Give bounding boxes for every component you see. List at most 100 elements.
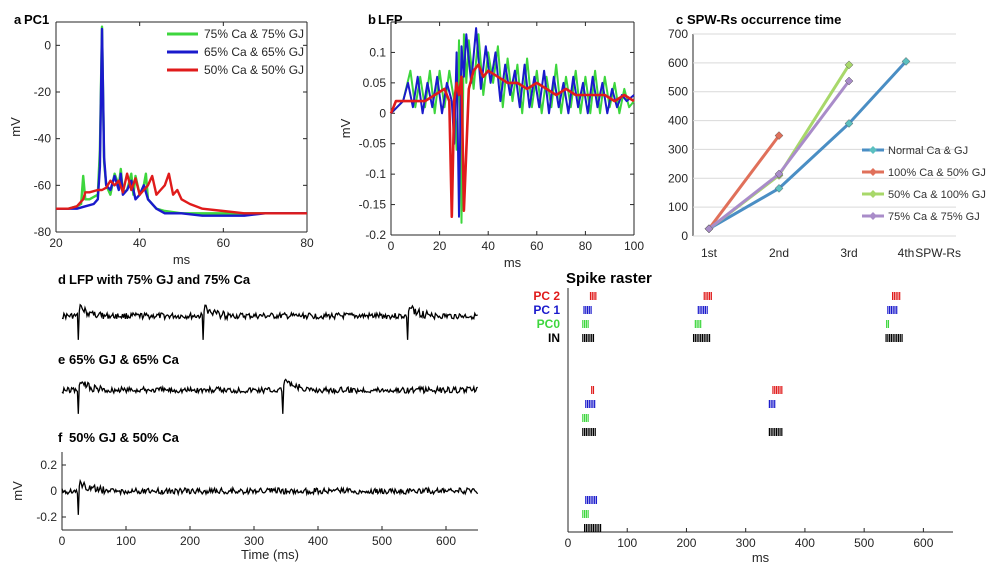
series-marker <box>901 57 911 66</box>
legend-label: 75% Ca & 75% GJ <box>204 27 304 41</box>
x-tick-label: 2nd <box>769 246 789 260</box>
x-tick-label: 0 <box>59 534 66 548</box>
y-tick-label: 0.1 <box>369 45 386 59</box>
x-tick-label: 200 <box>180 534 200 548</box>
x-tick-label: 300 <box>736 536 756 550</box>
x-tick-label: 3rd <box>840 246 857 260</box>
lfp-trace-f <box>61 478 479 515</box>
legend-marker <box>869 146 877 154</box>
legend-marker <box>869 190 877 198</box>
raster-title: Spike raster <box>566 270 652 287</box>
x-tick-label: 0 <box>565 536 572 550</box>
x-tick-label: 500 <box>854 536 874 550</box>
panel-c-title: SPW-Rs occurrence time <box>687 12 841 27</box>
x-axis-label: ms <box>173 252 191 267</box>
panel-b-letter: b <box>368 12 376 27</box>
series-marker <box>844 119 854 128</box>
series-marker <box>774 131 784 140</box>
y-axis-label: mV <box>10 481 25 501</box>
y-tick-label: -0.2 <box>36 510 57 524</box>
panel-f: f 50% GJ & 50% Ca 0 100 200 300 400 500 600 0.2… <box>10 430 479 562</box>
panel-f-letter: f <box>58 430 63 445</box>
x-tick-label: 200 <box>676 536 696 550</box>
x-tick-label: 60 <box>217 236 231 250</box>
legend-label: Normal Ca & GJ <box>888 145 968 157</box>
panel-e: e 65% GJ & 65% Ca <box>58 352 479 414</box>
y-tick-label: -40 <box>34 132 52 146</box>
y-tick-label: -80 <box>34 225 52 239</box>
x-axis-label: Time (ms) <box>241 547 299 562</box>
series-marker <box>704 224 714 234</box>
y-tick-label: 200 <box>668 171 688 185</box>
x-tick-label: 20 <box>433 239 447 253</box>
x-tick-label: 400 <box>795 536 815 550</box>
y-tick-label: -0.1 <box>365 167 386 181</box>
series-line <box>56 27 307 217</box>
panel-b-title: LFP <box>378 12 403 27</box>
x-tick-label: 4th <box>898 246 915 260</box>
y-tick-label: 400 <box>668 114 688 128</box>
raster-row-label: IN <box>548 331 560 345</box>
y-tick-label: 0.2 <box>40 458 57 472</box>
x-tick-label: 500 <box>372 534 392 548</box>
x-tick-label: 600 <box>913 536 933 550</box>
legend-label: 50% Ca & 50% GJ <box>204 63 304 77</box>
y-tick-label: 0 <box>50 484 57 498</box>
panel-b: b LFP 0 20 40 60 80 100 0.1 0.05 0 -0.05 -0.1 -0.15… <box>338 12 644 270</box>
lfp-trace-e <box>61 378 479 414</box>
panel-c: c SPW-Rs occurrence time 0 100 200 300 400 50… <box>668 12 986 260</box>
panel-a-letter: a <box>14 12 22 27</box>
legend-label: 75% Ca & 75% GJ <box>888 211 980 223</box>
series-marker <box>774 184 784 193</box>
y-tick-label: 0 <box>681 229 688 243</box>
panel-a: a PC1 20 40 60 80 0 -20 -40 -60 -80 ms mV 75% Ca &… <box>8 12 314 267</box>
x-tick-label: 40 <box>482 239 496 253</box>
x-tick-label: 40 <box>133 236 147 250</box>
raster-row-label: PC0 <box>537 317 561 331</box>
series-line <box>708 60 908 231</box>
y-tick-label: 700 <box>668 27 688 41</box>
series-line <box>390 27 635 218</box>
y-tick-label: -0.05 <box>359 137 387 151</box>
series-line <box>389 63 635 218</box>
x-tick-label: 100 <box>617 536 637 550</box>
series-line <box>56 172 307 215</box>
y-tick-label: -0.2 <box>365 228 386 242</box>
y-tick-label: -60 <box>34 178 52 192</box>
x-tick-label: 1st <box>701 246 718 260</box>
series-line <box>708 80 851 230</box>
panel-d: d LFP with 75% GJ and 75% Ca <box>58 272 478 340</box>
y-axis-label: mV <box>338 118 353 138</box>
panel-e-title: 65% GJ & 65% Ca <box>69 352 180 367</box>
y-tick-label: -0.15 <box>359 198 387 212</box>
x-tick-label: 400 <box>308 534 328 548</box>
y-tick-label: 0 <box>379 106 386 120</box>
series-marker <box>844 60 854 70</box>
y-tick-label: 0.05 <box>363 76 387 90</box>
x-tick-label: 80 <box>300 236 314 250</box>
series-marker <box>844 76 854 86</box>
series-marker <box>774 169 784 179</box>
x-tick-label: SPW-Rs <box>915 246 961 260</box>
raster-row-label: PC 2 <box>533 289 560 303</box>
y-axis-label: mV <box>8 117 23 137</box>
y-tick-label: 500 <box>668 85 688 99</box>
x-tick-label: 100 <box>624 239 644 253</box>
lfp-trace-d <box>61 303 478 340</box>
x-tick-label: 600 <box>436 534 456 548</box>
raster-row-label: PC 1 <box>533 303 560 317</box>
y-tick-label: 300 <box>668 142 688 156</box>
panel-a-title: PC1 <box>24 12 49 27</box>
x-tick-label: 0 <box>388 239 395 253</box>
legend-label: 100% Ca & 50% GJ <box>888 167 986 179</box>
y-tick-label: 600 <box>668 56 688 70</box>
x-tick-label: 300 <box>244 534 264 548</box>
x-tick-label: 20 <box>49 236 63 250</box>
x-tick-label: 100 <box>116 534 136 548</box>
y-tick-label: 100 <box>668 200 688 214</box>
panel-e-letter: e <box>58 352 65 367</box>
series-line <box>708 64 851 230</box>
x-axis-label: ms <box>504 255 522 270</box>
